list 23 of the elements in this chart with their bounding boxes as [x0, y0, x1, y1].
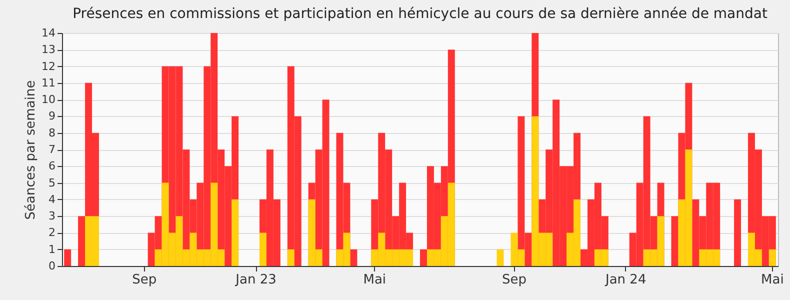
- y-tick-label: 11: [42, 76, 56, 90]
- y-tick-label: 5: [48, 176, 56, 190]
- y-tick-label: 3: [48, 210, 56, 223]
- x-tick-label: Mai: [363, 272, 386, 288]
- y-axis-title: Séances par semaine: [24, 80, 39, 220]
- chart-title: Présences en commissions et participation en hémicycle au cours de sa dernière année de mandat: [72, 6, 768, 22]
- x-tick-label: Mai: [761, 272, 784, 288]
- x-tick-label: Sep: [132, 272, 157, 288]
- x-tick-label: Sep: [502, 272, 526, 288]
- y-tick-label: 7: [48, 143, 56, 156]
- y-tick-label: 4: [48, 192, 56, 206]
- y-tick-label: 2: [48, 226, 56, 240]
- y-tick-label: 10: [42, 93, 56, 106]
- y-tick-label: 8: [48, 126, 56, 140]
- y-tick-label: 12: [42, 60, 56, 73]
- x-tick-label: Jan 24: [604, 272, 646, 288]
- y-tick-label: 9: [48, 110, 56, 123]
- y-tick-label: 0: [48, 260, 56, 272]
- y-tick-label: 13: [42, 43, 56, 56]
- y-tick-label: 6: [48, 160, 56, 173]
- y-tick-label: 1: [48, 242, 56, 256]
- x-tick-label: Jan 23: [234, 272, 276, 288]
- y-tick-label: 14: [42, 26, 56, 40]
